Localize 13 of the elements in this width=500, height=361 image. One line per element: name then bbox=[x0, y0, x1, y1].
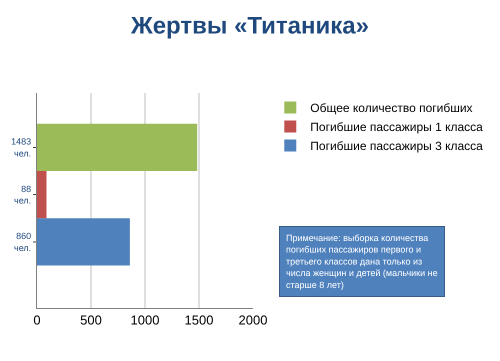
y-tick-label: 1483 чел. bbox=[11, 136, 32, 158]
y-tick-label: 88 чел. bbox=[14, 184, 32, 206]
text: Примечание: выборка количества погибших пассажиров первого и третьего классов дана только из числа женщин и детей (мальчики не старше 8 лет) bbox=[286, 233, 438, 290]
chart-title: Жертвы «Титаника» bbox=[130, 12, 369, 40]
x-tick-label: 2000 bbox=[238, 312, 268, 328]
y-tick-label: 860 чел. bbox=[14, 231, 32, 253]
legend-label: Общее количество погибших bbox=[310, 101, 473, 116]
x-tick-label: 1000 bbox=[130, 312, 160, 328]
x-tick-label: 500 bbox=[80, 312, 102, 328]
legend-label: Погибшие пассажиры 1 класса bbox=[310, 120, 484, 134]
legend-label: Погибшие пассажиры 3 класса bbox=[310, 139, 484, 154]
x-tick-label: 1500 bbox=[184, 312, 214, 328]
x-tick-label: 0 bbox=[33, 312, 41, 328]
